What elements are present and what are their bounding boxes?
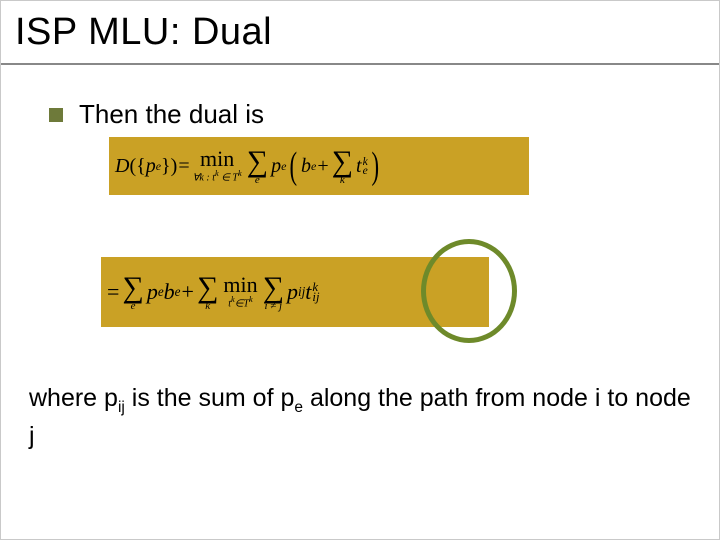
f2-t: t bbox=[305, 279, 311, 305]
f2-eq: = bbox=[107, 279, 119, 305]
f1-lparen: ( bbox=[290, 151, 298, 181]
f2-min-label: min bbox=[223, 274, 257, 296]
f2-p1: p bbox=[147, 279, 158, 305]
f1-be-e: e bbox=[311, 159, 316, 174]
f2-plus1: + bbox=[182, 279, 194, 305]
f1-t-idx: k e bbox=[363, 157, 368, 176]
f2-b-e: e bbox=[175, 284, 181, 300]
footer-sub-ij: ij bbox=[118, 399, 125, 416]
f1-D: D bbox=[115, 155, 129, 178]
f2-min: min tk∈Tk bbox=[223, 274, 257, 309]
slide: ISP MLU: Dual Then the dual is D ({ p e … bbox=[0, 0, 720, 540]
footer-mid: is the sum of p bbox=[125, 384, 295, 412]
f1-rbrace: }) bbox=[161, 155, 177, 178]
footer-sub-e: e bbox=[294, 399, 303, 416]
footer-text: where pij is the sum of pe along the pat… bbox=[29, 381, 691, 455]
f1-min: min ∀k : tk ∈ Tk bbox=[193, 148, 242, 183]
formula-2-math: = ∑ e p e b e + ∑ k min tk∈Tk bbox=[101, 257, 489, 327]
f2-sum3: ∑ i ≠ j bbox=[263, 273, 284, 312]
f1-eq: = bbox=[178, 155, 189, 178]
bullet-row: Then the dual is bbox=[49, 99, 264, 130]
f1-pe-e: e bbox=[281, 159, 286, 174]
f2-sum2: ∑ k bbox=[197, 273, 218, 312]
f2-t-idx: k ij bbox=[312, 282, 319, 302]
formula-2: = ∑ e p e b e + ∑ k min tk∈Tk bbox=[101, 257, 489, 327]
f1-min-label: min bbox=[200, 148, 234, 170]
f1-t: t bbox=[356, 155, 362, 178]
f1-plus: + bbox=[317, 155, 328, 178]
f2-min-sub: tk∈Tk bbox=[228, 296, 252, 309]
slide-title: ISP MLU: Dual bbox=[15, 11, 272, 54]
bullet-icon bbox=[49, 108, 63, 122]
formula-1-math: D ({ p e }) = min ∀k : tk ∈ Tk ∑ e p e bbox=[109, 137, 529, 195]
f2-pij-p: p bbox=[287, 279, 298, 305]
f2-pij-ij: ij bbox=[298, 284, 305, 300]
f1-min-sub: ∀k : tk ∈ Tk bbox=[193, 170, 242, 183]
bullet-text: Then the dual is bbox=[79, 99, 264, 130]
f1-sum2: ∑ k bbox=[332, 147, 353, 186]
f1-rparen: ) bbox=[371, 151, 379, 181]
f2-b: b bbox=[164, 279, 175, 305]
f1-lbrace: ({ bbox=[129, 155, 145, 178]
f1-p: p bbox=[146, 155, 156, 178]
f1-sum1: ∑ e bbox=[247, 147, 268, 186]
f1-pe-p: p bbox=[271, 155, 281, 178]
f2-sum1: ∑ e bbox=[122, 273, 143, 312]
f1-be-b: b bbox=[301, 155, 311, 178]
title-underline bbox=[1, 63, 719, 65]
formula-1: D ({ p e }) = min ∀k : tk ∈ Tk ∑ e p e bbox=[109, 137, 529, 195]
footer-pre: where p bbox=[29, 384, 118, 412]
